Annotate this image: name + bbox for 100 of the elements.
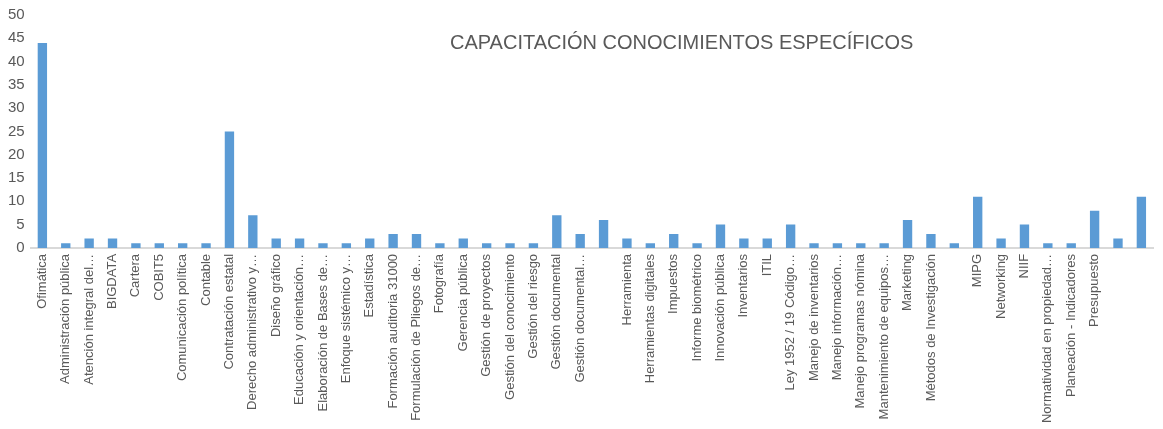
bar [739, 238, 749, 248]
x-tick-label: Informe biométrico [688, 253, 704, 362]
x-tick-label: Derecho administrativo y… [244, 253, 260, 410]
x-tick-label: Manejo información… [828, 253, 844, 381]
bar [552, 215, 562, 248]
x-tick-label: Contable [197, 253, 213, 306]
x-tick-label: MIPG [969, 253, 985, 288]
bar [435, 243, 445, 248]
x-tick-label: Innovación pública [712, 253, 728, 362]
bar [341, 243, 352, 248]
bar [1043, 243, 1053, 248]
y-tick-label: 50 [8, 5, 25, 23]
x-tick-label: Atención integral del… [80, 253, 96, 385]
y-tick-label: 45 [8, 28, 25, 46]
bar [131, 243, 141, 248]
x-tick-label: Comunicación política [174, 253, 190, 382]
bar [575, 233, 585, 248]
bar [832, 243, 843, 248]
bar [224, 131, 235, 248]
bar [973, 196, 983, 248]
x-tick-label: Inventarios [735, 253, 751, 318]
bar [1019, 224, 1030, 248]
bar [902, 219, 913, 248]
x-tick-label: BIGDATA [104, 253, 120, 310]
bar [949, 243, 959, 248]
x-tick-label: Normatividad en propiedad… [1039, 253, 1055, 424]
bar [37, 42, 48, 248]
y-tick-label: 30 [8, 98, 25, 116]
x-tick-label: Manejo de inventarios [805, 253, 821, 382]
y-tick-label: 20 [8, 144, 25, 162]
bar [481, 243, 492, 248]
y-tick-label: 5 [16, 214, 25, 232]
x-tick-label: Enfoque sistémico y… [337, 253, 353, 384]
x-tick-label: COBIT5 [150, 253, 166, 301]
x-tick-label: Formulación de Pliegos de… [408, 253, 424, 421]
bar [458, 238, 468, 248]
bar [622, 238, 632, 248]
x-tick-label: NIIF [1016, 253, 1032, 279]
bar [84, 238, 94, 248]
bar [809, 243, 819, 248]
bar [692, 243, 702, 248]
x-tick-label: Formación auditoria 31000 [384, 253, 400, 409]
x-tick-label: Educación y orientación… [291, 253, 307, 405]
x-tick-label: Marketing [899, 253, 915, 311]
x-tick-label: Gerencia pública [454, 253, 470, 352]
x-tick-label: Administración pública [57, 253, 73, 384]
x-tick-label: Manejo programas nómina [852, 253, 868, 409]
bar [1113, 238, 1123, 248]
x-tick-label: Presupuesto [1086, 253, 1102, 327]
x-tick-label: Ley 1952 / 19 Código… [782, 253, 798, 391]
bar [61, 243, 71, 248]
bar [154, 243, 164, 248]
text: CAPACITACIÓN CONOCIMIENTOS ESPECÍFICOS [449, 30, 914, 53]
bar [926, 233, 936, 248]
x-tick-label: Gestión de proyectos [478, 253, 494, 377]
x-tick-label: Gestión documental [548, 253, 564, 370]
x-tick-label: Métodos de Investigación [922, 253, 938, 402]
x-tick-label: ITIL [758, 253, 774, 277]
bar [715, 224, 726, 248]
x-tick-label: Diseño gráfico [267, 253, 283, 338]
bar [598, 219, 609, 248]
bar [411, 233, 422, 248]
bar [201, 243, 211, 248]
x-tick-label: Gestión documental… [571, 253, 587, 383]
y-tick-label: 40 [8, 51, 25, 69]
y-tick-label: 15 [8, 168, 25, 186]
bar [318, 243, 328, 248]
y-tick-label: 10 [8, 191, 25, 209]
x-tick-label: Networking [992, 253, 1008, 319]
bar [879, 243, 889, 248]
bar [178, 243, 188, 248]
x-tick-label: Cartera [127, 253, 143, 298]
bar [505, 243, 515, 248]
bar [645, 243, 656, 248]
x-tick-label: Contratación estatal [221, 253, 237, 370]
bar [785, 224, 796, 248]
bar [996, 238, 1006, 248]
x-tick-label: Gestión del riesgo [525, 253, 540, 359]
y-tick-label: 25 [8, 121, 25, 139]
y-tick-label: 35 [8, 75, 25, 93]
bar [856, 243, 866, 248]
bar [271, 238, 281, 248]
bar [528, 243, 539, 248]
x-tick-label: Mantenimiento de equipos… [875, 253, 891, 420]
bar [294, 238, 305, 248]
x-tick-label: Herramientas digitales [641, 253, 657, 384]
bar [1066, 243, 1076, 248]
bar [762, 238, 772, 248]
bar [248, 215, 258, 248]
x-tick-label: Planeación - Indicadores [1062, 253, 1078, 397]
y-tick-label: 0 [16, 238, 25, 256]
bar [365, 238, 375, 248]
x-tick-label: Fotografía [431, 253, 447, 314]
x-tick-label: Herramienta [618, 253, 634, 326]
x-tick-label: Impuestos [665, 253, 681, 314]
bar [1089, 210, 1100, 248]
bar [669, 233, 679, 248]
x-tick-label: Estadística [361, 253, 377, 318]
bar [1136, 196, 1147, 248]
bar [107, 238, 118, 248]
